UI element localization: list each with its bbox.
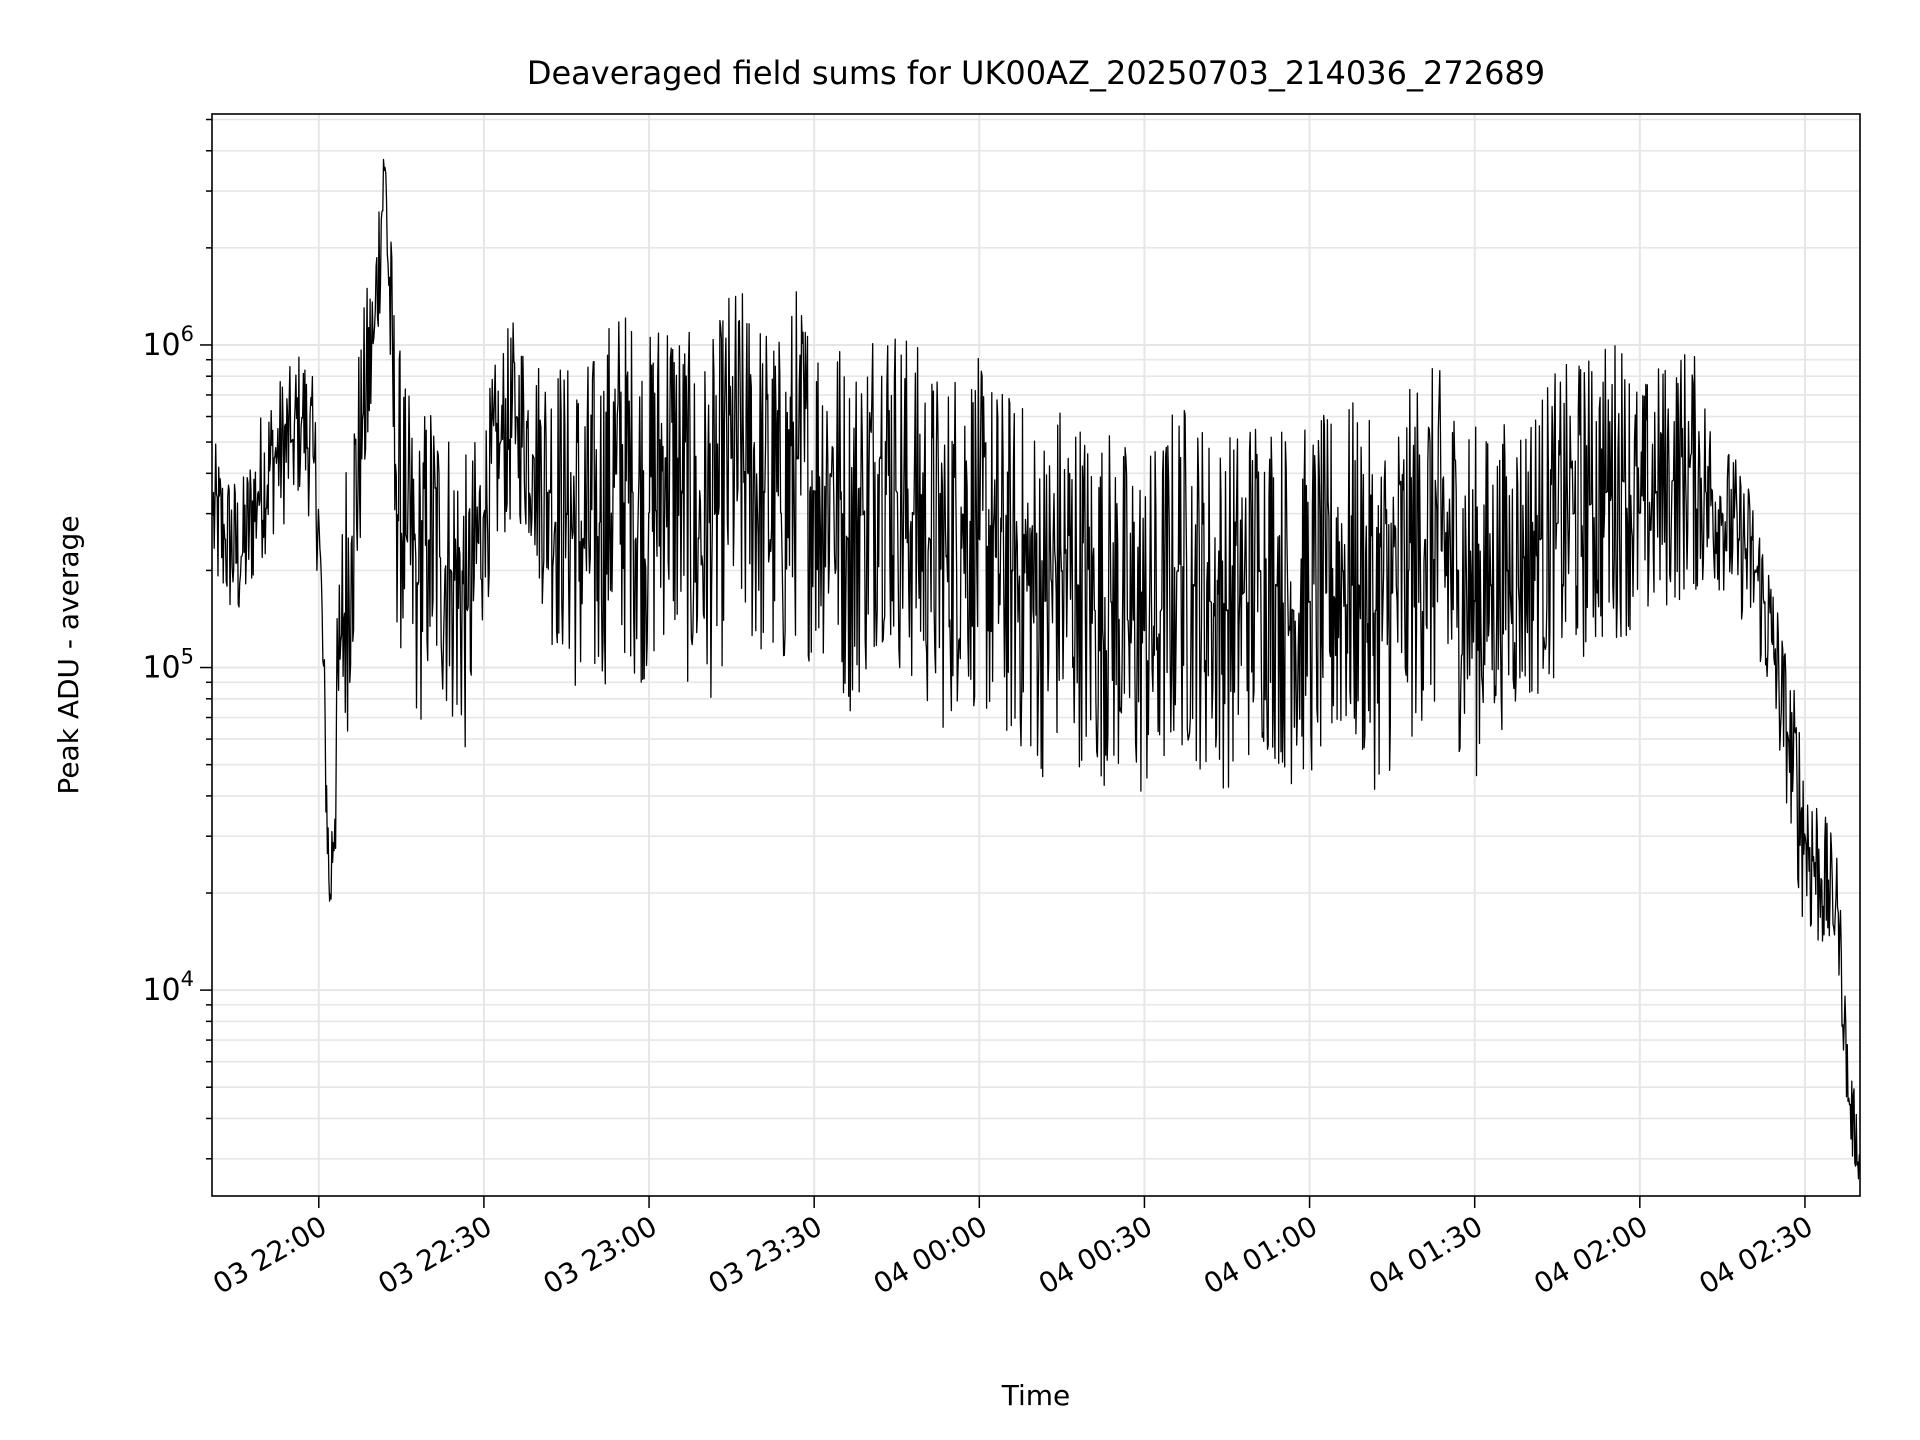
y-tick-exponent: 5 [181,645,194,669]
y-axis-label: Peak ADU - average [52,515,85,794]
plot-area [211,158,1861,1180]
y-tick-label: 105 [142,645,194,686]
plot-frame [211,113,1861,1197]
chart-title: Deaveraged field sums for UK00AZ_2025070… [527,54,1545,92]
series-line [211,158,1861,1180]
y-tick-exponent: 4 [181,967,194,991]
y-tick-base: 10 [142,328,180,363]
y-tick-exponent: 6 [181,322,194,346]
y-tick-base: 10 [142,651,180,686]
y-tick-base: 10 [142,973,180,1008]
y-tick-label: 106 [142,322,194,363]
y-tick-label: 104 [142,967,194,1008]
x-axis-label: Time [1001,1379,1071,1412]
